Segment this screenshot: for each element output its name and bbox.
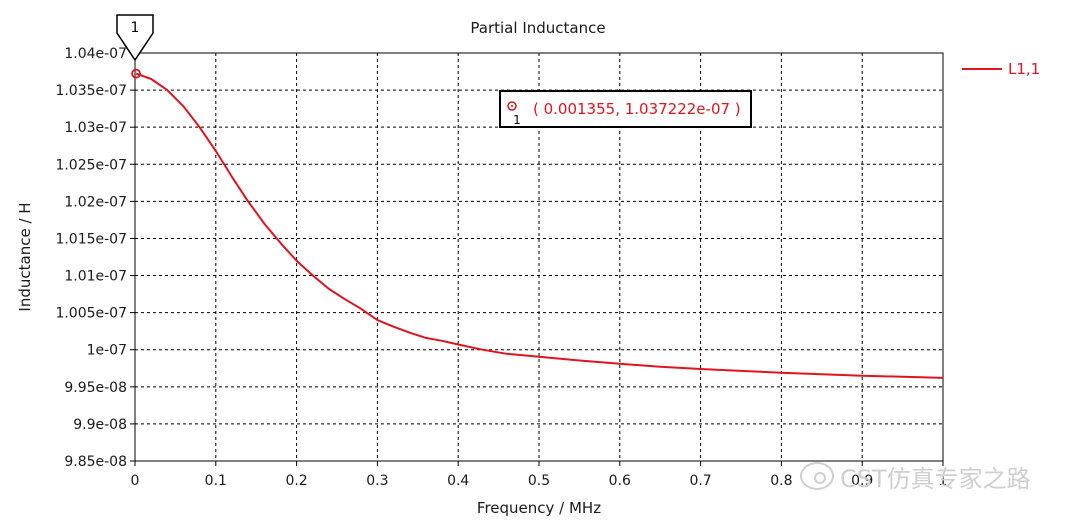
x-tick-label: 0.8 [770, 473, 792, 489]
y-tick-label: 1.035e-07 [55, 83, 127, 99]
series-line-l11[interactable] [135, 72, 944, 379]
x-axis-label: Frequency / MHz [477, 499, 601, 517]
marker-flag[interactable]: 1 [116, 14, 154, 62]
y-axis-label: Inductance / H [16, 202, 34, 311]
y-tick-label: 1.005e-07 [55, 306, 127, 322]
watermark: CST仿真专家之路 [800, 458, 1060, 494]
marker-annotation[interactable]: 1 ( 0.001355, 1.037222e-07 ) [499, 90, 752, 128]
marker-flag-id: 1 [131, 20, 140, 36]
x-tick-label: 0.2 [285, 473, 307, 489]
y-tick-label: 1.03e-07 [64, 120, 127, 136]
y-tick-label: 9.9e-08 [73, 417, 127, 433]
axis-ticks: 0 0.1 0.2 0.3 0.4 0.5 0.6 0.7 0.8 0.9 1 9.85e-08 9.9… [55, 46, 947, 489]
y-tick-label: 1.025e-07 [55, 157, 127, 173]
x-tick-label: 0.5 [528, 473, 550, 489]
series-layer [131, 68, 944, 379]
x-tick-label: 0.9 [851, 473, 873, 489]
annotation-marker-icon [507, 101, 517, 111]
x-tick-label: 0.1 [205, 473, 227, 489]
y-tick-label: 1.01e-07 [64, 269, 127, 285]
legend: L1,1 [962, 60, 1040, 78]
wechat-icon [800, 462, 834, 490]
y-tick-label: 1.015e-07 [55, 231, 127, 247]
x-tick-label: 0.6 [609, 473, 631, 489]
x-tick-label: 0.4 [447, 473, 469, 489]
x-tick-label: 0 [131, 473, 140, 489]
y-tick-label: 1.04e-07 [64, 46, 127, 62]
y-tick-label: 1.02e-07 [64, 194, 127, 210]
marker-point[interactable] [131, 68, 141, 79]
x-tick-label: 0.7 [689, 473, 711, 489]
chart-title: Partial Inductance [470, 19, 605, 37]
y-tick-label: 9.95e-08 [64, 380, 127, 396]
x-tick-label: 0.3 [366, 473, 388, 489]
grid-lines [135, 53, 943, 461]
legend-label-l11: L1,1 [1008, 60, 1040, 78]
watermark-text: CST仿真专家之路 [840, 464, 1031, 493]
y-tick-label: 1e-07 [87, 343, 127, 359]
y-tick-label: 9.85e-08 [64, 454, 127, 470]
annotation-marker-id: 1 [513, 113, 521, 127]
annotation-label: ( 0.001355, 1.037222e-07 ) [533, 100, 741, 118]
x-tick-label: 1 [939, 473, 948, 489]
